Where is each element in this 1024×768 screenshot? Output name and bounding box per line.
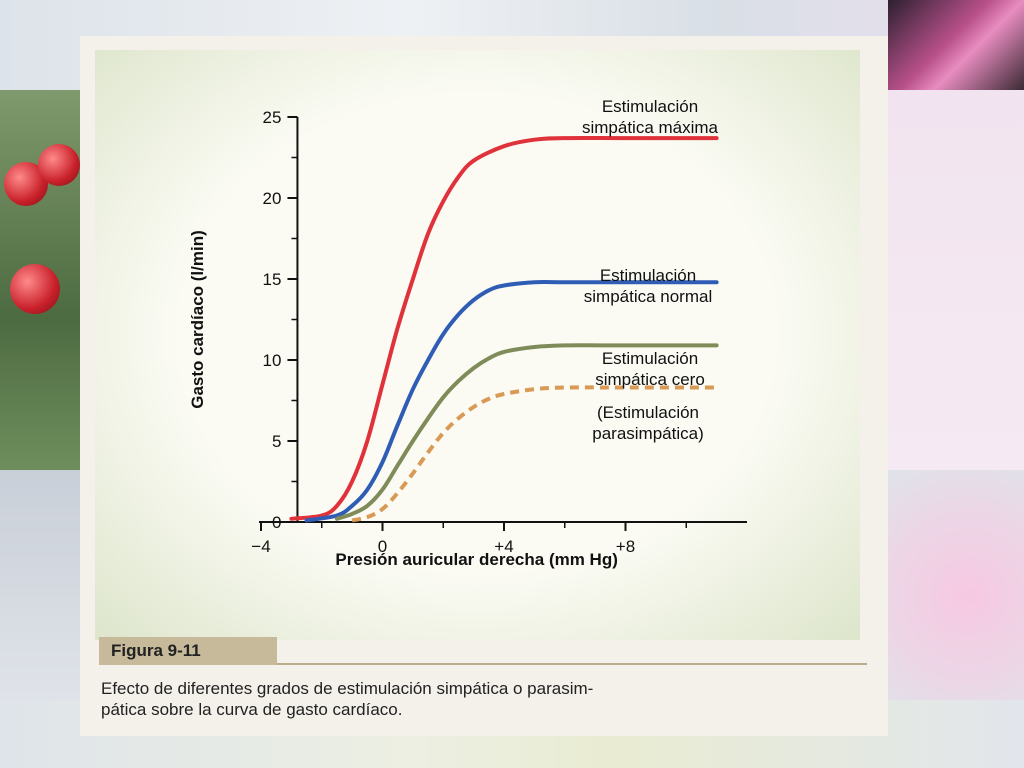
caption-line: Efecto de diferentes grados de estimulac… — [101, 679, 594, 698]
series-label-3: Estimulación simpática cero — [595, 349, 705, 389]
y-tick-label: 25 — [263, 108, 282, 127]
background-right-strip — [888, 90, 1024, 470]
berry — [38, 144, 80, 186]
series-label-1: Estimulación simpática máxima — [582, 97, 719, 137]
x-tick-label: 0 — [378, 537, 387, 556]
y-tick-label: 5 — [272, 432, 281, 451]
figure-rule — [277, 663, 867, 665]
series-label-line: Estimulación — [602, 349, 698, 368]
chart-panel: 0 5 10 15 20 25 −4 0 +4 +8 Estimulación simpática … — [95, 50, 860, 640]
series-label-line: Estimulación — [600, 266, 696, 285]
series-line-3 — [334, 343, 719, 521]
series-label-line: (Estimulación — [597, 403, 699, 422]
x-tick-label: −4 — [251, 537, 270, 556]
chart-series-layer — [289, 135, 719, 523]
series-label-2: Estimulación simpática normal — [584, 266, 713, 306]
series-label-line: simpática normal — [584, 287, 713, 306]
series-label-line: Estimulación — [602, 97, 698, 116]
x-tick-label: +8 — [616, 537, 635, 556]
series-label-line: simpática máxima — [582, 118, 719, 137]
scanned-page: 0 5 10 15 20 25 −4 0 +4 +8 Estimulación simpática … — [80, 36, 888, 736]
series-label-line: parasimpática) — [592, 424, 704, 443]
berry — [10, 264, 60, 314]
series-line-2 — [304, 279, 719, 523]
series-label-4: (Estimulación parasimpática) — [592, 403, 704, 443]
y-tick-label: 10 — [263, 351, 282, 370]
x-axis-title: Presión auricular derecha (mm Hg) — [335, 550, 617, 569]
background-berry-photo — [0, 90, 85, 470]
series-line-1 — [289, 135, 719, 521]
figure-label: Figura 9-11 — [99, 637, 277, 665]
background-flower-photo — [888, 0, 1024, 90]
figure-caption: Efecto de diferentes grados de estimulac… — [101, 678, 871, 720]
chart-series-labels: Estimulación simpática máximaEstimulación… — [582, 97, 719, 443]
y-tick-label: 0 — [272, 513, 281, 532]
series-line-4 — [351, 385, 717, 523]
y-tick-label: 20 — [263, 189, 282, 208]
background-pink-flower-photo — [888, 470, 1024, 700]
caption-line: pática sobre la curva de gasto cardíaco. — [101, 700, 403, 719]
y-axis-title: Gasto cardíaco (l/min) — [188, 230, 207, 409]
y-tick-label: 15 — [263, 270, 282, 289]
series-label-line: simpática cero — [595, 370, 705, 389]
x-tick-label: +4 — [494, 537, 513, 556]
